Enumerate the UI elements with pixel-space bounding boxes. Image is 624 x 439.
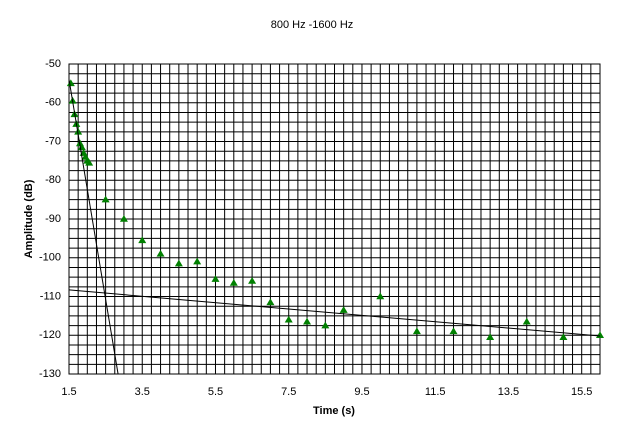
data-point [156,249,165,257]
data-point [119,215,128,222]
data-point [559,333,568,340]
chart-title: 800 Hz -1600 Hz [271,19,354,31]
data-point [266,298,275,306]
x-tick-label: 11.5 [425,386,446,398]
y-tick-label: -90 [45,213,61,225]
trend-line [68,79,119,375]
data-point [211,275,220,282]
x-tick-label: 5.5 [208,386,223,398]
data-point [339,306,348,313]
x-tick-label: 15.5 [571,386,592,398]
plot-frame [68,63,601,375]
x-tick-label: 3.5 [135,386,150,398]
y-tick-label: -130 [39,368,61,380]
x-tick-label: 9.5 [354,386,369,398]
data-point [74,127,83,135]
data-point [522,317,531,325]
y-tick-label: -80 [45,174,61,186]
y-tick-label: -110 [40,290,61,302]
y-tick-label: -60 [45,97,61,109]
data-point [303,317,312,325]
trend-line [68,289,601,337]
data-point [284,315,293,323]
x-axis-label: Time (s) [313,405,355,417]
y-tick-label: -100 [39,252,61,264]
data-point [229,278,238,286]
data-point [77,143,86,151]
x-tick-label: 7.5 [281,386,296,398]
data-point [85,158,94,166]
data-point [321,321,330,329]
data-point [376,292,385,300]
data-point [174,259,183,267]
data-point [193,257,202,265]
data-point [486,333,495,340]
data-point [248,277,257,284]
data-point [412,327,421,335]
y-tick-label: -70 [45,135,61,147]
y-tick-label: -120 [39,329,61,341]
x-tick-label: 1.5 [61,386,76,398]
data-point [449,327,458,335]
x-tick-label: 13.5 [498,386,519,398]
data-point [101,195,110,203]
data-point [66,79,75,87]
data-point [138,236,147,244]
y-tick-label: -50 [45,58,61,70]
y-axis-label: Amplitude (dB) [23,179,35,258]
